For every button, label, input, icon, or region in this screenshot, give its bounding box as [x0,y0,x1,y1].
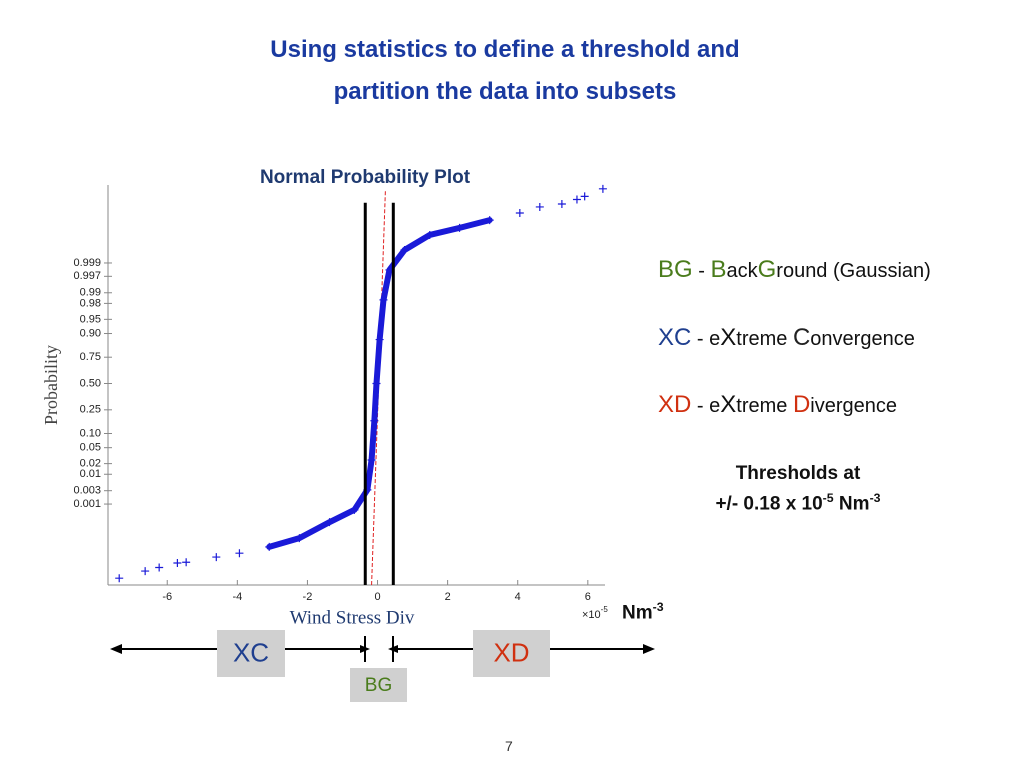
y-tick-label: 0.001 [73,498,101,510]
region-box [350,668,407,702]
threshold-note-part: +/- 0.18 x 10 [715,493,823,515]
data-point [535,202,544,211]
x-multiplier-exp: -5 [601,605,609,614]
definition-part: treme [736,395,793,417]
threshold-note: Thresholds at [735,463,861,484]
data-point [375,335,384,344]
data-point [370,416,379,425]
definition: XD - eXtreme Divergence [658,391,897,419]
data-point [515,209,524,218]
definition-part: ack [726,260,758,282]
x-tick-label: 6 [585,591,591,603]
x-tick-label: -4 [232,591,242,603]
data-point [295,534,304,543]
y-tick-label: 0.95 [80,313,101,325]
data-point [182,558,191,567]
x-tick-label: 4 [515,591,521,603]
y-tick-label: 0.997 [73,270,101,282]
data-point [235,549,244,558]
definition-part: - e [691,395,721,417]
y-tick-label: 0.003 [73,485,101,497]
y-tick-label: 0.75 [80,351,101,363]
region-box [473,630,550,677]
y-tick-label: 0.999 [73,257,101,269]
y-axis-label: Probability [41,345,61,425]
unit-base: Nm [622,602,653,624]
definition-part: G [757,256,777,283]
data-point [400,245,409,254]
definition: BG - BackGround (Gaussian) [658,256,931,284]
data-point [598,184,607,193]
y-tick-label: 0.05 [80,442,101,454]
definition-part: XC [658,324,692,351]
data-point [425,230,434,239]
x-tick-label: -6 [162,591,172,603]
definition-part: round (Gaussian) [776,260,931,282]
unit: Nm-3 [622,600,664,624]
y-tick-label: 0.99 [80,287,101,299]
unit-exp: -3 [652,600,664,614]
x-multiplier: ×10-5 [582,605,608,621]
x-tick-label: 0 [374,591,380,603]
definition-part: - e [691,328,721,350]
definition-part: X [720,391,737,418]
data-point [367,455,376,464]
region-arrows [110,636,655,662]
slide-title: Using statistics to define a threshold a… [270,36,740,63]
definition-part: XD [658,391,692,418]
data-point [572,195,581,204]
data-point [115,574,124,583]
region-box [217,630,285,677]
x-axis-label: Wind Stress Div [290,607,415,628]
data-point [557,200,566,209]
y-tick-label: 0.98 [80,297,101,309]
chart-title: Normal Probability Plot [260,167,471,188]
definition-part: ivergence [810,395,898,417]
threshold-note-part: -3 [869,491,881,505]
x-multiplier-base: ×10 [582,609,601,621]
data-point [485,216,494,225]
definition-part: X [720,324,737,351]
data-point [372,379,381,388]
definition-part: - [692,260,711,282]
y-tick-label: 0.10 [80,427,101,439]
definition-part: treme [736,328,793,350]
x-tick-label: -2 [303,591,313,603]
threshold-note-part: Nm [833,493,870,515]
data-point [173,558,182,567]
y-tick-label: 0.50 [80,377,101,389]
data-point [155,563,164,572]
y-tick-label: 0.25 [80,404,101,416]
page-number: 7 [505,738,513,754]
data-point [379,295,388,304]
slide-title: partition the data into subsets [333,78,677,105]
region-label: BG [365,675,392,696]
y-tick-label: 0.02 [80,458,101,470]
data-point [350,505,359,514]
definition-part: C [792,324,811,351]
data-point [455,223,464,232]
x-tick-label: 2 [445,591,451,603]
region-label: XD [493,637,529,667]
definition-part: BG [658,256,693,283]
definition-part: onvergence [810,328,915,350]
definition-part: D [792,391,811,418]
definition-part: B [710,256,727,283]
data-point [141,567,150,576]
definition: XC - eXtreme Convergence [658,324,915,352]
data-point [580,192,589,201]
chart-title-bg [228,163,502,190]
y-tick-label: 0.01 [80,468,101,480]
y-tick-label: 0.90 [80,327,101,339]
region-label: XC [233,637,269,667]
threshold-note: +/- 0.18 x 10-5 Nm-3 [660,491,936,515]
data-point [265,542,274,551]
threshold-note-part: -5 [822,491,834,505]
data-point [212,553,221,562]
data-point [325,518,334,527]
